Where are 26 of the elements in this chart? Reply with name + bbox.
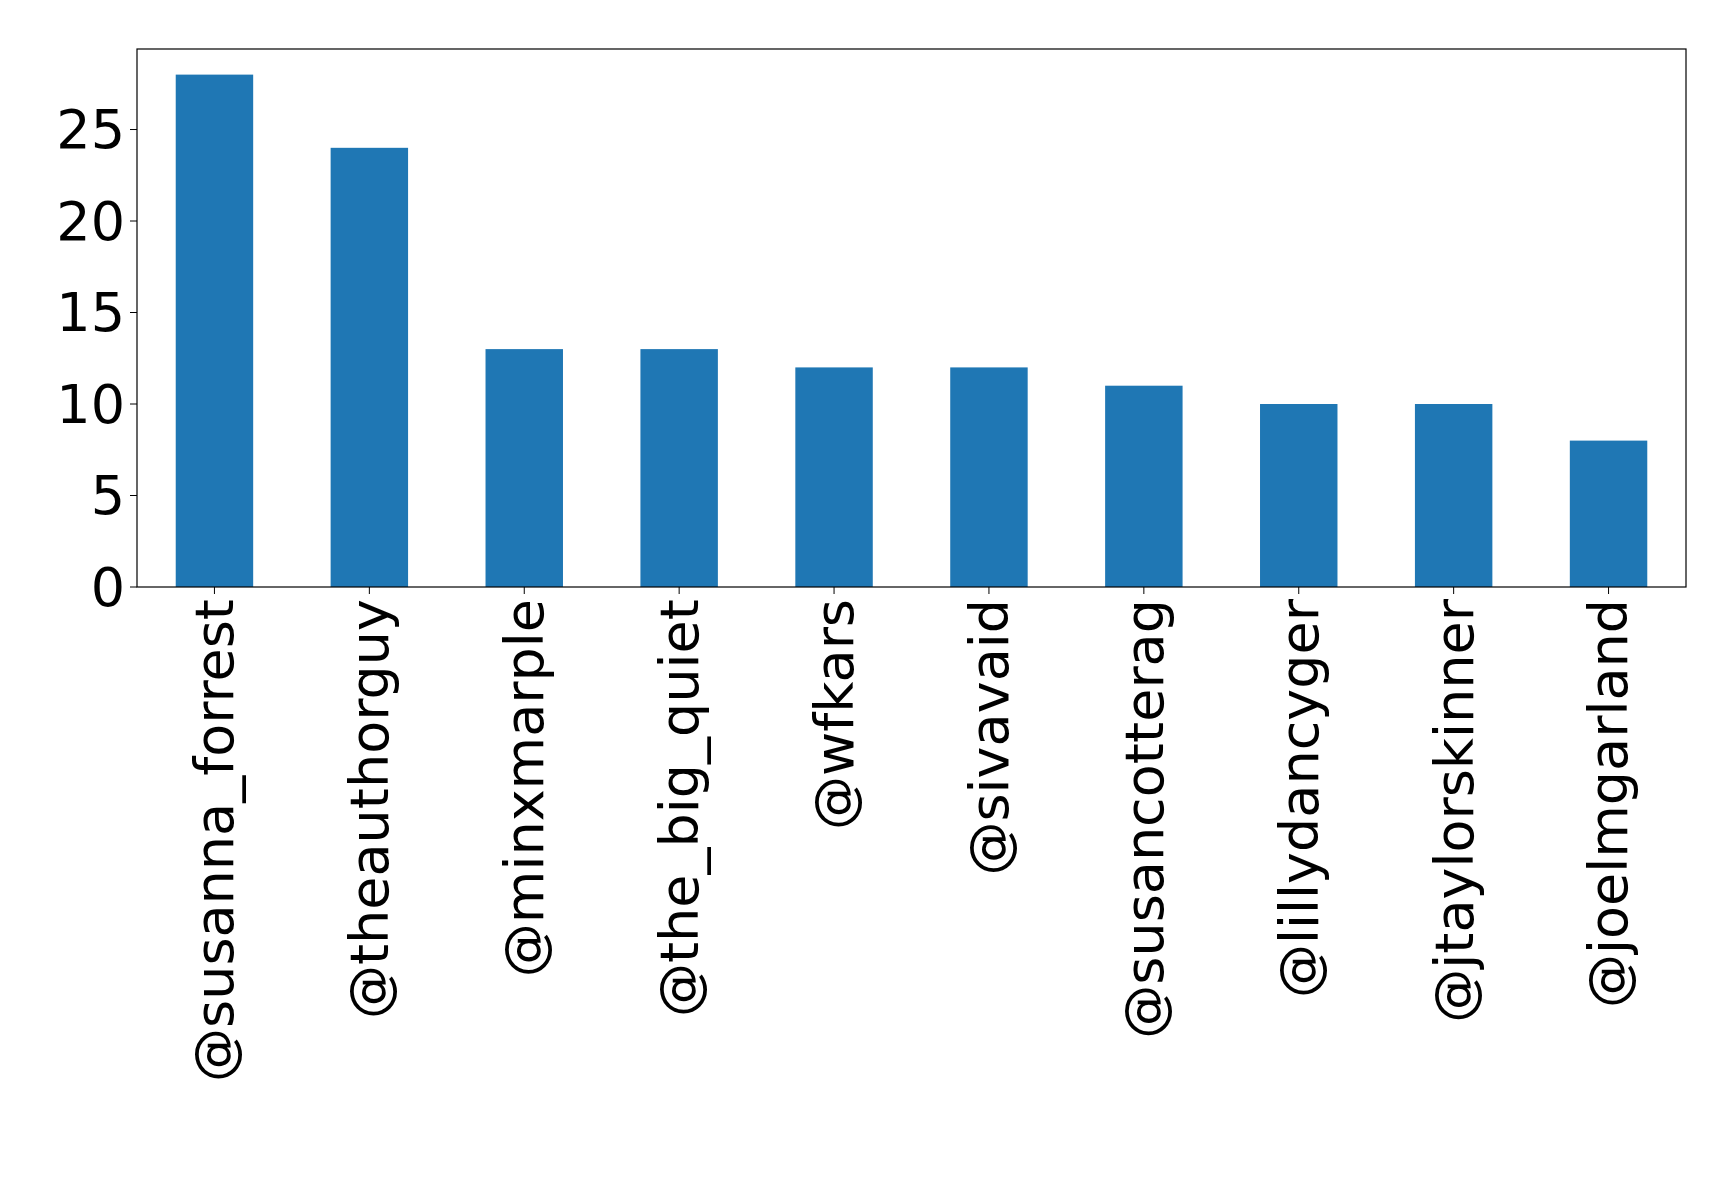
- bar: [1414, 404, 1493, 587]
- y-tick-label: 10: [56, 372, 125, 436]
- bar: [485, 349, 563, 587]
- y-tick-label: 20: [56, 189, 125, 253]
- bar: [1260, 404, 1338, 587]
- x-tick-label: @wfkars: [802, 599, 866, 830]
- x-tick-label: @theauthorguy: [338, 599, 402, 1020]
- x-tick-label: @sivavaid: [957, 599, 1021, 876]
- x-tick-label: @susanna_forrest: [183, 599, 247, 1082]
- bar: [950, 367, 1028, 587]
- x-tick-label: @susancotterag: [1112, 599, 1176, 1039]
- x-tick-label: @jtaylorskinner: [1422, 598, 1486, 1023]
- bar: [1105, 385, 1183, 587]
- x-tick-label: @joelmgarland: [1577, 599, 1641, 1009]
- x-tick-label: @the_big_quiet: [648, 599, 712, 1018]
- bar: [1569, 440, 1648, 587]
- bar: [640, 349, 718, 587]
- x-tick-label: @minxmarple: [493, 599, 557, 978]
- bar: [795, 367, 873, 587]
- x-tick-label: @lillydancyger: [1267, 598, 1331, 998]
- bar: [330, 147, 409, 587]
- y-tick-label: 25: [56, 98, 125, 162]
- y-tick-label: 15: [56, 281, 125, 345]
- bar: [175, 74, 254, 587]
- y-tick-label: 5: [90, 464, 125, 528]
- y-tick-label: 0: [90, 555, 125, 619]
